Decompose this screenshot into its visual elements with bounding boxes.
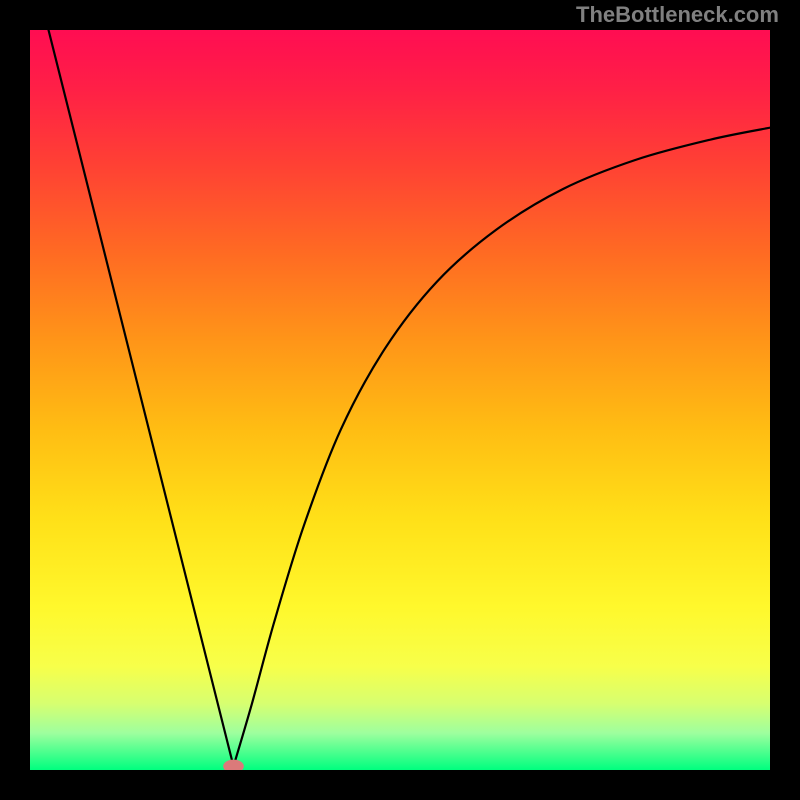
watermark-label: TheBottleneck.com	[576, 2, 779, 28]
plot-area	[30, 30, 770, 770]
chart-svg	[30, 30, 770, 770]
